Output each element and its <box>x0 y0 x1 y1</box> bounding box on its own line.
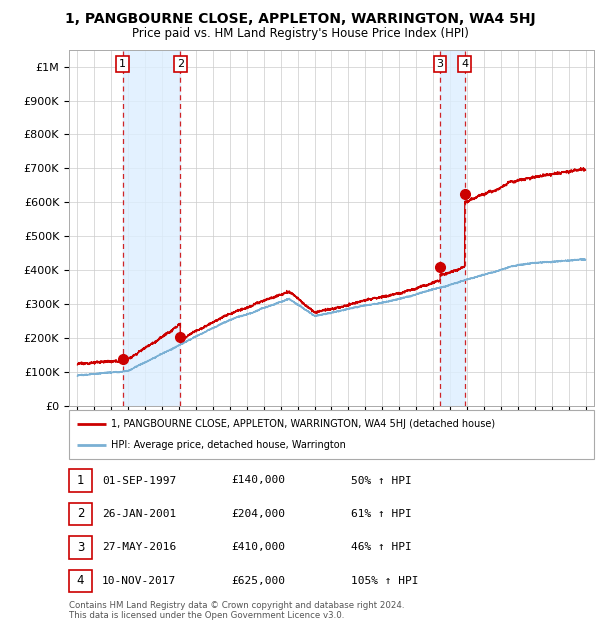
Text: 4: 4 <box>461 59 468 69</box>
Text: 105% ↑ HPI: 105% ↑ HPI <box>351 576 419 586</box>
Text: £204,000: £204,000 <box>231 509 285 519</box>
Text: 4: 4 <box>77 575 84 587</box>
Text: £625,000: £625,000 <box>231 576 285 586</box>
Text: 1, PANGBOURNE CLOSE, APPLETON, WARRINGTON, WA4 5HJ (detached house): 1, PANGBOURNE CLOSE, APPLETON, WARRINGTO… <box>111 419 495 429</box>
Text: £140,000: £140,000 <box>231 476 285 485</box>
Text: 61% ↑ HPI: 61% ↑ HPI <box>351 509 412 519</box>
Text: 10-NOV-2017: 10-NOV-2017 <box>102 576 176 586</box>
Text: 1: 1 <box>77 474 84 487</box>
Text: 2: 2 <box>177 59 184 69</box>
Text: Contains HM Land Registry data © Crown copyright and database right 2024.
This d: Contains HM Land Registry data © Crown c… <box>69 601 404 620</box>
Text: 1: 1 <box>119 59 126 69</box>
Text: HPI: Average price, detached house, Warrington: HPI: Average price, detached house, Warr… <box>111 440 346 450</box>
Bar <box>440 50 464 406</box>
Text: 1, PANGBOURNE CLOSE, APPLETON, WARRINGTON, WA4 5HJ: 1, PANGBOURNE CLOSE, APPLETON, WARRINGTO… <box>65 12 535 27</box>
Text: 01-SEP-1997: 01-SEP-1997 <box>102 476 176 485</box>
Text: Price paid vs. HM Land Registry's House Price Index (HPI): Price paid vs. HM Land Registry's House … <box>131 27 469 40</box>
Text: 46% ↑ HPI: 46% ↑ HPI <box>351 542 412 552</box>
Text: 3: 3 <box>437 59 443 69</box>
Text: 50% ↑ HPI: 50% ↑ HPI <box>351 476 412 485</box>
Bar <box>122 50 180 406</box>
Text: 3: 3 <box>77 541 84 554</box>
Text: 27-MAY-2016: 27-MAY-2016 <box>102 542 176 552</box>
Text: 2: 2 <box>77 508 84 520</box>
Text: 26-JAN-2001: 26-JAN-2001 <box>102 509 176 519</box>
Text: £410,000: £410,000 <box>231 542 285 552</box>
